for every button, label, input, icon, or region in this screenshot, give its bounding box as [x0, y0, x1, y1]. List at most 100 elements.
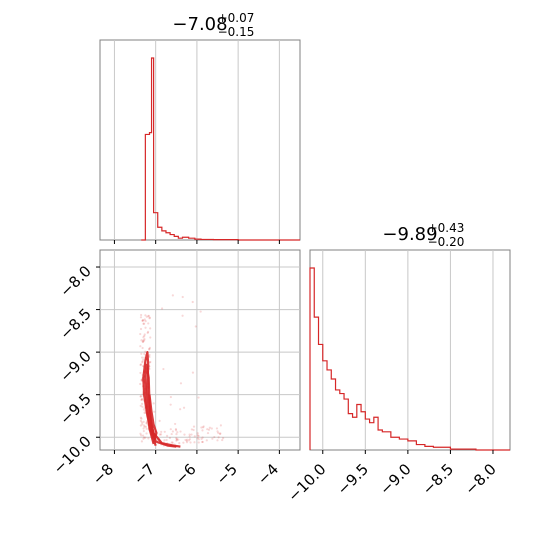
scatter-point	[141, 364, 145, 368]
scatter-point	[169, 403, 172, 406]
scatter-x-ticks: −8 −7 −6 −5 −4	[89, 450, 282, 488]
hist-2-frame	[309, 249, 511, 451]
scatter-point	[206, 431, 210, 435]
scatter-point	[143, 339, 146, 342]
scatter-point	[142, 339, 145, 342]
scatter-contours	[142, 351, 181, 448]
scatter-point	[148, 347, 151, 350]
scatter-point	[143, 318, 146, 321]
hist-2-tick-label: −9.5	[334, 460, 372, 498]
scatter-point	[139, 332, 142, 336]
scatter-point	[194, 325, 197, 328]
scatter-point	[202, 425, 205, 428]
hist-2-grid	[322, 250, 494, 450]
scatter-point	[142, 420, 145, 423]
scatter-point	[143, 352, 146, 356]
scatter-point	[158, 419, 161, 422]
scatter-point	[201, 436, 204, 439]
contour-line	[148, 394, 158, 440]
scatter-frame	[99, 249, 301, 451]
scatter-y-tick-label: −9.5	[56, 390, 94, 428]
scatter-point	[201, 440, 204, 444]
scatter-point	[200, 426, 203, 429]
scatter-y-tick-label: −8.5	[56, 305, 94, 343]
hist-1-title-lower: −0.15	[218, 25, 255, 39]
scatter-point	[210, 427, 213, 430]
scatter-point	[141, 340, 144, 343]
scatter-point	[179, 382, 183, 385]
scatter-point	[216, 439, 219, 442]
scatter-point	[141, 319, 144, 322]
scatter-point	[188, 433, 191, 436]
scatter-point	[141, 398, 144, 401]
scatter-point	[174, 422, 177, 426]
scatter-point	[206, 428, 209, 431]
scatter-point	[142, 429, 145, 433]
scatter-point	[141, 423, 144, 426]
scatter-point	[188, 435, 191, 438]
scatter-point	[221, 438, 224, 442]
scatter-point	[139, 316, 143, 319]
scatter-point	[139, 432, 142, 435]
scatter-point	[201, 429, 204, 432]
scatter-point	[149, 360, 152, 364]
scatter-panel: −8 −7 −6 −5 −4 −8.0 −8.5 −9.0 −9.5 −10.0	[50, 249, 301, 488]
scatter-y-tick-label: −10.0	[50, 432, 95, 477]
scatter-point	[197, 434, 200, 438]
scatter-point	[177, 438, 180, 441]
scatter-point	[149, 327, 152, 330]
hist-2-tick-label: −8.0	[461, 460, 499, 498]
hist-2-tick-label: −9.0	[376, 460, 414, 498]
scatter-point	[185, 439, 188, 442]
scatter-point	[143, 334, 146, 338]
hist-2-title: −9.89	[382, 224, 437, 245]
scatter-point	[149, 336, 152, 339]
scatter-point	[215, 427, 219, 430]
hist-panel-2: −10.0 −9.5 −9.0 −8.5 −8.0 −9.89 +0.43 −0.20	[284, 221, 511, 505]
scatter-point	[140, 434, 143, 437]
scatter-point	[145, 432, 148, 435]
scatter-point	[187, 439, 190, 442]
scatter-point	[191, 371, 195, 374]
scatter-point	[140, 402, 144, 405]
scatter-point	[141, 434, 145, 437]
scatter-point	[211, 437, 214, 440]
scatter-point	[147, 437, 150, 440]
scatter-point	[139, 363, 142, 366]
scatter-point	[176, 431, 179, 434]
scatter-point	[142, 408, 146, 411]
scatter-point	[186, 438, 189, 441]
scatter-point	[147, 314, 150, 317]
scatter-point	[139, 395, 142, 398]
scatter-point	[148, 355, 151, 359]
scatter-point	[139, 382, 142, 386]
scatter-point	[179, 430, 182, 433]
contour-line	[142, 351, 181, 448]
scatter-point	[139, 404, 142, 407]
scatter-point	[145, 315, 148, 318]
scatter-point	[152, 402, 155, 405]
scatter-point	[141, 346, 144, 350]
hist-1-title-upper: +0.07	[218, 11, 255, 25]
scatter-point	[147, 330, 150, 334]
hist-panel-1: −7.08 +0.07 −0.15	[99, 11, 301, 244]
scatter-point	[143, 333, 146, 336]
hist-2-title-main: −9.89	[382, 224, 437, 245]
scatter-point	[141, 360, 144, 363]
scatter-point	[217, 431, 220, 435]
scatter-point	[197, 438, 200, 441]
scatter-point	[139, 345, 142, 348]
scatter-point	[216, 430, 219, 433]
scatter-point	[192, 425, 196, 428]
scatter-point	[174, 429, 178, 432]
scatter-point	[145, 427, 148, 430]
scatter-point	[188, 438, 191, 441]
scatter-point	[144, 326, 147, 329]
scatter-point	[192, 428, 195, 432]
scatter-point	[141, 319, 144, 322]
hist-1-steps	[141, 57, 300, 241]
scatter-point	[159, 433, 163, 436]
scatter-point	[179, 408, 182, 411]
scatter-point	[145, 422, 148, 425]
